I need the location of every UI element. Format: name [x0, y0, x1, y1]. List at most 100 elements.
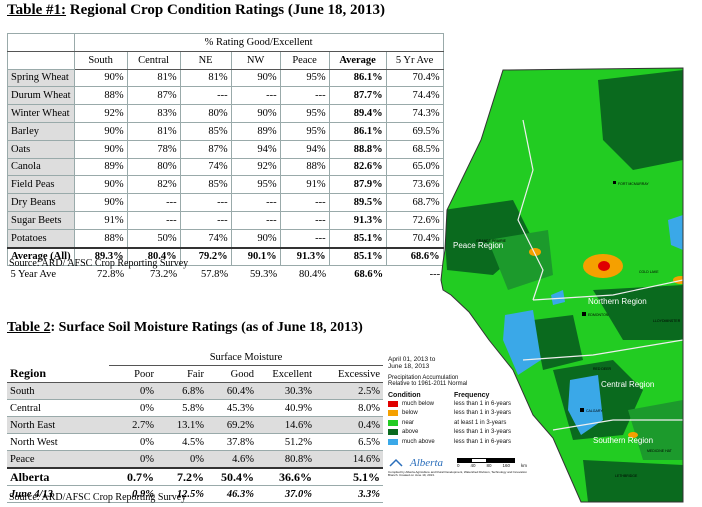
region-name: North West	[7, 433, 109, 451]
table-cell: 91.3%	[328, 210, 387, 230]
town-label: LLOYDMINSTER	[653, 319, 681, 323]
table-cell: 2.7%	[109, 416, 157, 434]
map-much-above-area	[503, 310, 541, 375]
table-row: Sugar Beets 91% --- --- --- --- 91.3% 72.6%	[7, 210, 444, 230]
table-cell: 89.4%	[328, 104, 387, 123]
alberta-logo-icon	[389, 458, 403, 467]
table-cell: 80%	[126, 157, 181, 177]
crop-name: Canola	[7, 157, 75, 177]
map-scale-bar: 0 40 80 160 km	[457, 457, 527, 468]
table-cell: ---	[179, 86, 232, 106]
table-cell: ---	[230, 210, 281, 230]
table-cell: ---	[126, 210, 181, 230]
region-name: Peace	[7, 450, 109, 469]
table-cell: 80%	[179, 104, 232, 123]
legend-row: near at least 1 in 3-years	[388, 418, 528, 428]
legend-frequency: less than 1 in 6-years	[454, 438, 512, 445]
table-row: Durum Wheat 88% 87% --- --- --- 87.7% 74.4%	[7, 86, 444, 106]
table2-alberta-row: Alberta 0.7% 7.2% 50.4% 36.6% 5.1%	[7, 467, 383, 486]
legend-frequency-header: Frequency	[454, 392, 490, 399]
table-row: North East 2.7% 13.1% 69.2% 14.6% 0.4%	[7, 416, 383, 434]
region-label: Central Region	[601, 380, 654, 389]
legend-row: above less than 1 in 3-years	[388, 428, 528, 438]
region-label: Peace Region	[453, 241, 503, 250]
legend-frequency: at least 1 in 3-years	[454, 419, 507, 426]
table-cell: 82.6%	[328, 157, 387, 177]
table-row: Potatoes 88% 50% 74% 90% --- 85.1% 70.4%	[7, 228, 444, 249]
map-much-below-area	[598, 261, 610, 271]
table-row: Central 0% 5.8% 45.3% 40.9% 8.0%	[7, 399, 383, 417]
table-cell: 40.9%	[257, 399, 315, 417]
table-row: Peace 0% 0% 4.6% 80.8% 14.6%	[7, 450, 383, 469]
table-cell: 14.6%	[315, 450, 383, 469]
crop-name: Barley	[7, 121, 75, 141]
table-row: Dry Beans 90% --- --- --- --- 89.5% 68.7%	[7, 193, 444, 212]
table-cell: 4.6%	[207, 450, 257, 469]
table-cell: 82%	[126, 175, 181, 195]
table-cell: 74%	[179, 157, 232, 177]
table-row: Winter Wheat 92% 83% 80% 90% 95% 89.4% 74.3%	[7, 104, 444, 123]
table-cell: 92%	[230, 157, 281, 177]
table-cell: ---	[279, 193, 330, 212]
table1-title-rest: Regional Crop Condition Ratings (June 18…	[66, 2, 385, 18]
legend-desc-line2: Relative to 1961-2011 Normal	[388, 381, 468, 387]
table-cell: 81%	[179, 68, 232, 88]
legend-date-line2: June 18, 2013	[388, 363, 430, 370]
col-header: South	[73, 50, 128, 70]
town-label: LETHBRIDGE	[615, 474, 638, 478]
legend-frequency: less than 1 in 6-years	[454, 400, 512, 407]
table-cell: 89%	[230, 121, 281, 141]
table-cell: 14.6%	[257, 416, 315, 434]
legend-frequency: less than 1 in 3-years	[454, 410, 512, 417]
table-cell: 74%	[179, 228, 232, 249]
table-cell: ---	[179, 210, 232, 230]
table-cell: 85%	[179, 121, 232, 141]
table-cell: 92%	[73, 104, 128, 123]
map-legend: April 01, 2013 to June 18, 2013 Precipit…	[388, 356, 528, 478]
table-cell: 90%	[230, 68, 281, 88]
table-cell: 51.2%	[257, 433, 315, 451]
table-cell: 0%	[157, 450, 207, 469]
table-cell: 90%	[230, 228, 281, 249]
legend-condition-header: Condition	[388, 392, 421, 399]
col-header: Fair	[157, 365, 207, 383]
table-cell: 94%	[230, 139, 281, 159]
region-name: North East	[7, 416, 109, 434]
table1-header-row: South Central NE NW Peace Average 5 Yr A…	[7, 50, 444, 70]
legend-desc-line1: Precipitation Accumulation	[388, 375, 459, 381]
precipitation-map: Peace Region Northern Region Central Reg…	[440, 67, 684, 503]
town-label: GRANDE PRAIRIE	[476, 239, 507, 243]
crop-name: Potatoes	[7, 228, 75, 249]
table-cell: 90%	[73, 175, 128, 195]
legend-row: much below less than 1 in 6-years	[388, 399, 528, 409]
legend-swatch	[388, 400, 398, 407]
table2-group-header: Surface Moisture	[109, 349, 383, 366]
legend-condition: near	[402, 419, 415, 426]
table1-average-row: Average (All) 89.3% 80.4% 79.2% 90.1% 91…	[7, 246, 444, 267]
legend-condition: above	[402, 429, 419, 436]
town-label: MEDICINE HAT	[647, 449, 673, 453]
table-cell: 6.8%	[157, 382, 207, 400]
table-cell: 89.5%	[328, 193, 387, 212]
table-cell: 5.8%	[157, 399, 207, 417]
table-cell: ---	[126, 193, 181, 212]
table-cell: 88%	[73, 228, 128, 249]
table-cell: 90%	[230, 104, 281, 123]
table-cell: 60.4%	[207, 382, 257, 400]
table-row: South 0% 6.8% 60.4% 30.3% 2.5%	[7, 382, 383, 400]
legend-swatch	[388, 438, 398, 445]
col-header: NE	[179, 50, 232, 70]
table-cell: 0%	[109, 433, 157, 451]
legend-frequency: less than 1 in 3-years	[454, 429, 512, 436]
table-cell: 91%	[279, 175, 330, 195]
table-cell: 88%	[279, 157, 330, 177]
table-cell: 94%	[279, 139, 330, 159]
legend-swatch	[388, 410, 398, 417]
table1-title: Table #1: Regional Crop Condition Rating…	[7, 2, 385, 19]
table-cell: 86.1%	[328, 121, 387, 141]
table-cell: 88.8%	[328, 139, 387, 159]
table-cell: 2.5%	[315, 382, 383, 400]
town-label: CALGARY	[586, 409, 603, 413]
crop-name: Sugar Beets	[7, 210, 75, 230]
region-header: Region	[7, 365, 109, 383]
